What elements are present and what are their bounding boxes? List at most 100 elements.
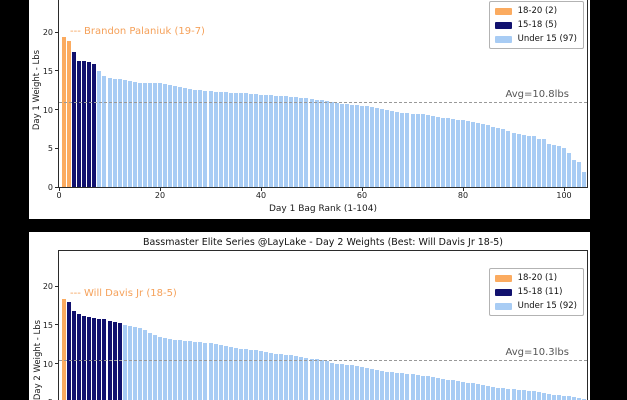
bar-rank-74 — [430, 377, 435, 400]
y-tick-mark — [55, 324, 59, 326]
bar-rank-87 — [496, 127, 501, 187]
figure-day1: Avg=10.8lbs --- Brandon Palaniuk (19-7) … — [29, 0, 590, 219]
legend-row: 15-18 (5) — [494, 18, 577, 32]
bar-rank-97 — [546, 144, 551, 187]
bar-rank-55 — [334, 363, 339, 400]
legend-row: 18-20 (1) — [494, 271, 577, 285]
legend-label: 18-20 (1) — [517, 273, 558, 283]
bar-rank-6 — [87, 317, 92, 400]
bar-rank-63 — [375, 369, 380, 400]
bar-rank-17 — [142, 330, 147, 400]
leader-annotation: --- Brandon Palaniuk (19-7) — [70, 26, 205, 37]
bar-rank-56 — [339, 364, 344, 400]
bar-rank-40 — [259, 350, 263, 400]
bar-rank-98 — [551, 144, 556, 187]
bar-rank-57 — [344, 104, 349, 187]
bar-rank-50 — [309, 98, 314, 187]
bar-rank-27 — [193, 89, 198, 187]
bar-rank-51 — [314, 359, 319, 400]
bar-rank-53 — [324, 101, 329, 187]
legend-swatch-icon — [494, 35, 512, 43]
bar-rank-19 — [152, 83, 157, 187]
bar-rank-3 — [72, 310, 77, 400]
bar-rank-85 — [486, 386, 491, 400]
bar-rank-3 — [72, 52, 77, 187]
bar-rank-18 — [147, 333, 152, 400]
bar-rank-34 — [228, 92, 233, 187]
bar-rank-16 — [137, 82, 142, 187]
bar-rank-9 — [102, 76, 107, 187]
legend-row: Under 15 (92) — [494, 299, 577, 313]
bar-rank-42 — [269, 95, 274, 187]
legend-label: 15-18 (11) — [517, 287, 563, 297]
bar-rank-7 — [92, 64, 97, 187]
window-accent-border-right — [617, 0, 623, 400]
bar-rank-100 — [562, 148, 566, 187]
y-tick-label: 0 — [47, 183, 53, 192]
bar-rank-28 — [198, 342, 203, 400]
legend-label: Under 15 (97) — [517, 34, 577, 44]
bar-rank-33 — [223, 92, 228, 187]
bar-rank-67 — [395, 372, 400, 400]
legend-label: Under 15 (92) — [517, 301, 577, 311]
bar-rank-19 — [152, 335, 157, 400]
bar-rank-44 — [279, 95, 284, 187]
bar-rank-48 — [299, 357, 304, 400]
bar-rank-92 — [521, 135, 526, 187]
bar-rank-38 — [248, 93, 253, 187]
bar-rank-70 — [410, 113, 415, 187]
x-tick-label: 80 — [457, 191, 469, 200]
legend-swatch-icon — [494, 288, 512, 296]
bar-rank-7 — [92, 317, 97, 400]
bar-rank-49 — [304, 358, 309, 400]
bar-rank-90 — [511, 133, 516, 187]
bar-rank-59 — [354, 105, 359, 187]
bar-rank-81 — [466, 120, 471, 187]
bar-rank-64 — [380, 370, 385, 400]
bar-rank-8 — [97, 318, 102, 400]
y-tick-mark — [55, 147, 59, 149]
chart-title-day2: Bassmaster Elite Series @LayLake - Day 2… — [142, 237, 504, 248]
plot-area-day1: Avg=10.8lbs --- Brandon Palaniuk (19-7) … — [43, 0, 588, 200]
bar-rank-89 — [506, 131, 511, 187]
bar-rank-1 — [62, 299, 67, 400]
bar-rank-33 — [223, 345, 228, 400]
bar-rank-5 — [82, 61, 87, 187]
x-tick-mark — [160, 187, 161, 191]
bar-rank-76 — [440, 378, 445, 400]
bar-rank-18 — [147, 83, 152, 187]
bar-rank-69 — [405, 373, 410, 400]
bar-rank-102 — [572, 160, 577, 187]
bar-rank-93 — [526, 390, 531, 400]
bar-rank-68 — [400, 112, 405, 187]
bar-rank-104 — [582, 171, 587, 187]
bar-rank-58 — [349, 365, 354, 400]
bar-rank-12 — [117, 323, 122, 400]
x-tick-mark — [564, 187, 565, 191]
bar-rank-65 — [385, 371, 390, 400]
bar-rank-41 — [264, 351, 269, 400]
bar-rank-92 — [521, 390, 526, 400]
bar-rank-38 — [248, 349, 253, 400]
bar-rank-66 — [390, 110, 395, 187]
bar-rank-96 — [541, 393, 546, 400]
bar-rank-97 — [546, 394, 551, 400]
bar-rank-98 — [551, 394, 556, 400]
bar-rank-81 — [466, 382, 471, 400]
bar-rank-68 — [400, 373, 405, 400]
bar-rank-36 — [238, 348, 243, 400]
bar-rank-69 — [405, 113, 410, 187]
y-tick-label: 15 — [42, 66, 53, 76]
bar-rank-73 — [425, 115, 430, 187]
bar-rank-80 — [461, 120, 465, 187]
bar-rank-89 — [506, 388, 511, 400]
y-tick-mark — [55, 363, 59, 365]
bar-rank-58 — [349, 104, 354, 187]
bar-rank-25 — [183, 340, 188, 400]
bar-rank-46 — [289, 355, 294, 400]
bar-rank-45 — [284, 354, 289, 400]
bar-rank-24 — [178, 86, 183, 187]
bar-rank-78 — [450, 118, 455, 187]
bar-rank-67 — [395, 111, 400, 187]
bar-rank-2 — [67, 302, 72, 400]
